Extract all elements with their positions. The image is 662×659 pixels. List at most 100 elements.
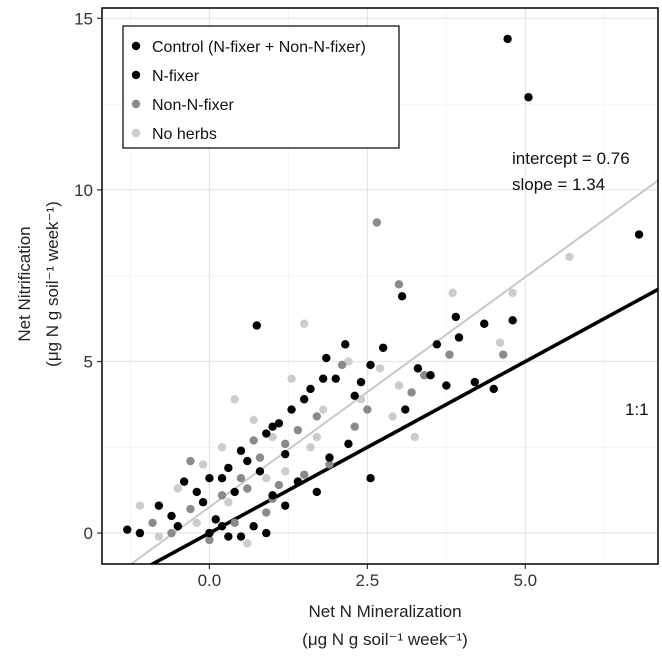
data-point <box>356 395 366 404</box>
data-point <box>224 532 233 541</box>
data-point <box>337 360 347 370</box>
intercept-annotation: intercept = 0.76 <box>512 149 630 168</box>
data-point <box>135 501 145 510</box>
data-point <box>306 443 315 452</box>
y-axis-title: Net Nitrification <box>15 226 34 341</box>
data-point <box>470 377 479 387</box>
data-point <box>148 518 157 528</box>
legend-box <box>122 25 400 149</box>
one-to-one-line <box>148 287 658 564</box>
y-tick-label: 15 <box>74 9 93 28</box>
data-point <box>211 515 220 524</box>
x-axis-units: (μg N g soil⁻¹ week⁻¹) <box>302 630 468 649</box>
legend-swatch-non-n-fixer <box>131 99 141 109</box>
data-point <box>281 467 290 476</box>
data-point <box>293 425 303 435</box>
data-point <box>442 381 451 390</box>
regression-line <box>129 179 658 564</box>
data-point <box>179 477 189 486</box>
data-point <box>325 453 334 462</box>
data-point <box>407 388 416 397</box>
data-point <box>274 480 284 490</box>
x-axis-ticks: 0.0 2.5 5.0 <box>198 564 537 590</box>
data-point <box>249 436 258 445</box>
data-point <box>344 357 353 366</box>
data-point <box>236 473 246 483</box>
y-axis-units: (μg N g soil⁻¹ week⁻¹) <box>43 201 62 367</box>
data-point <box>287 374 296 383</box>
y-tick-label: 10 <box>74 181 93 200</box>
data-point <box>322 353 331 363</box>
data-point <box>192 518 201 528</box>
x-axis-title: Net N Mineralization <box>308 602 461 621</box>
data-point <box>331 374 340 383</box>
data-point <box>255 467 265 476</box>
x-tick-label: 0.0 <box>198 571 222 590</box>
data-points <box>123 34 644 548</box>
data-point <box>192 487 201 497</box>
data-point <box>281 449 290 459</box>
data-point <box>350 391 359 401</box>
data-point <box>451 312 461 322</box>
data-point <box>426 371 435 380</box>
data-point <box>524 93 533 102</box>
data-point <box>489 384 498 394</box>
data-point <box>448 288 457 298</box>
data-point <box>186 456 195 466</box>
y-tick-label: 5 <box>84 353 93 372</box>
legend-label-n-fixer: N-fixer <box>152 68 200 85</box>
data-point <box>205 473 214 483</box>
data-point <box>344 439 353 449</box>
data-point <box>230 395 239 404</box>
data-point <box>508 288 517 298</box>
data-point <box>312 412 322 421</box>
data-point <box>255 453 265 462</box>
data-point <box>243 539 252 548</box>
data-point <box>293 477 303 486</box>
data-point <box>445 350 454 359</box>
data-point <box>186 504 195 514</box>
reference-lines <box>129 179 658 564</box>
data-point <box>366 473 375 483</box>
data-point <box>480 319 489 328</box>
data-point <box>167 528 176 538</box>
data-point <box>173 522 183 531</box>
data-point <box>499 350 508 359</box>
data-point <box>236 446 246 455</box>
slope-annotation: slope = 1.34 <box>512 175 605 194</box>
data-point <box>281 501 290 510</box>
data-point <box>325 460 334 469</box>
legend: Control (N-fixer + Non-N-fixer) N-fixer … <box>122 25 400 149</box>
data-point <box>366 360 375 370</box>
data-point <box>388 412 397 421</box>
data-point <box>356 377 366 387</box>
data-point <box>217 443 227 452</box>
data-point <box>413 364 423 373</box>
x-tick-label: 2.5 <box>356 571 380 590</box>
data-point <box>432 340 442 349</box>
data-point <box>198 498 208 507</box>
data-point <box>397 292 407 301</box>
data-point <box>205 535 214 545</box>
data-point <box>299 395 309 404</box>
data-point <box>372 218 382 227</box>
data-point <box>378 343 388 352</box>
legend-label-control: Control (N-fixer + Non-N-fixer) <box>152 39 366 56</box>
data-point <box>299 470 309 479</box>
data-point <box>230 518 239 528</box>
y-tick-label: 0 <box>84 524 93 543</box>
data-point <box>252 321 261 330</box>
data-point <box>224 463 233 473</box>
data-point <box>306 384 315 394</box>
data-point <box>243 484 252 493</box>
data-point <box>173 484 183 493</box>
data-point <box>503 34 512 44</box>
legend-label-non-n-fixer: Non-N-fixer <box>152 97 234 114</box>
data-point <box>123 525 132 534</box>
data-point <box>262 508 271 517</box>
data-point <box>394 280 404 289</box>
data-point <box>230 487 239 497</box>
data-point <box>262 429 271 438</box>
legend-swatch-no-herbs <box>131 128 141 138</box>
data-point <box>249 522 258 531</box>
